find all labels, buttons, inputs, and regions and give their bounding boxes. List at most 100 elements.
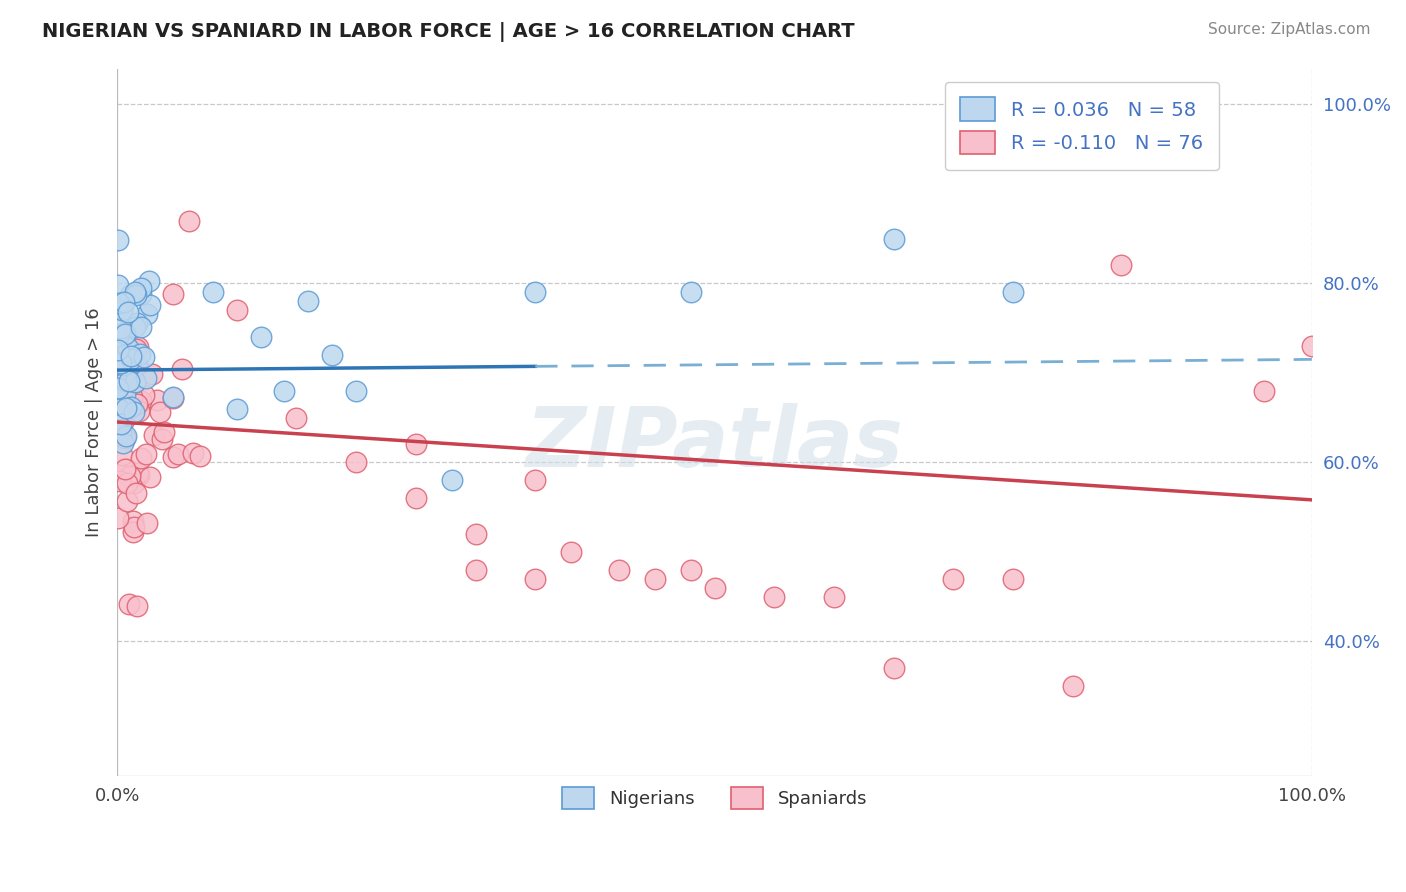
Point [112, 358, 135, 372]
Point [132, 350, 155, 364]
Point [117, 381, 139, 395]
Point [122, 520, 145, 534]
Point [1253, 384, 1275, 398]
Point [138, 470, 160, 484]
Point [114, 327, 136, 342]
Point [152, 425, 174, 439]
Point [139, 298, 162, 312]
Point [114, 325, 136, 339]
Point [1301, 339, 1323, 353]
Point [1062, 679, 1084, 693]
Point [464, 563, 486, 577]
Point [120, 352, 142, 367]
Point [108, 295, 131, 310]
Point [107, 381, 129, 395]
Point [117, 375, 139, 389]
Point [118, 469, 141, 483]
Point [125, 342, 148, 356]
Point [297, 294, 319, 309]
Point [115, 475, 138, 490]
Point [162, 287, 184, 301]
Point [120, 287, 142, 301]
Point [111, 415, 134, 429]
Point [823, 590, 845, 604]
Point [124, 375, 146, 389]
Point [135, 447, 157, 461]
Point [1002, 572, 1025, 586]
Text: Source: ZipAtlas.com: Source: ZipAtlas.com [1208, 22, 1371, 37]
Point [108, 467, 131, 481]
Point [117, 305, 139, 319]
Point [115, 339, 138, 353]
Point [152, 432, 174, 446]
Point [1002, 285, 1025, 300]
Point [107, 278, 129, 293]
Point [143, 427, 166, 442]
Point [111, 303, 134, 318]
Point [110, 417, 132, 432]
Point [111, 448, 134, 462]
Point [405, 491, 427, 505]
Point [135, 371, 157, 385]
Point [124, 375, 146, 389]
Point [560, 545, 582, 559]
Point [114, 387, 136, 401]
Point [115, 428, 138, 442]
Point [679, 285, 702, 300]
Point [644, 572, 666, 586]
Point [129, 281, 152, 295]
Point [607, 563, 630, 577]
Legend: Nigerians, Spaniards: Nigerians, Spaniards [555, 780, 875, 816]
Point [125, 599, 148, 613]
Point [162, 450, 184, 465]
Point [942, 572, 965, 586]
Point [127, 358, 149, 372]
Point [110, 321, 132, 335]
Point [124, 319, 146, 334]
Point [122, 525, 145, 540]
Point [114, 461, 136, 475]
Point [129, 450, 152, 465]
Point [108, 401, 131, 416]
Point [115, 402, 138, 417]
Point [112, 435, 135, 450]
Point [107, 371, 129, 385]
Point [127, 466, 149, 480]
Point [110, 356, 132, 370]
Point [145, 393, 167, 408]
Point [127, 316, 149, 330]
Point [763, 590, 786, 604]
Point [120, 400, 142, 414]
Point [170, 361, 193, 376]
Point [114, 431, 136, 445]
Point [344, 384, 367, 398]
Point [285, 410, 308, 425]
Point [120, 349, 142, 363]
Point [249, 330, 271, 344]
Point [524, 473, 547, 487]
Point [162, 391, 184, 405]
Point [124, 285, 146, 299]
Point [129, 393, 152, 408]
Point [181, 446, 204, 460]
Point [112, 294, 135, 309]
Point [115, 493, 138, 508]
Point [125, 486, 148, 500]
Point [122, 514, 145, 528]
Point [114, 401, 136, 415]
Point [162, 391, 184, 405]
Point [440, 473, 463, 487]
Point [344, 455, 367, 469]
Point [115, 462, 138, 476]
Text: NIGERIAN VS SPANIARD IN LABOR FORCE | AGE > 16 CORRELATION CHART: NIGERIAN VS SPANIARD IN LABOR FORCE | AG… [42, 22, 855, 42]
Point [177, 213, 200, 227]
Point [125, 288, 148, 302]
Point [107, 233, 129, 247]
Point [110, 425, 132, 440]
Point [883, 661, 905, 675]
Point [107, 343, 129, 357]
Point [524, 572, 547, 586]
Point [122, 405, 145, 419]
Point [136, 307, 159, 321]
Point [273, 384, 295, 398]
